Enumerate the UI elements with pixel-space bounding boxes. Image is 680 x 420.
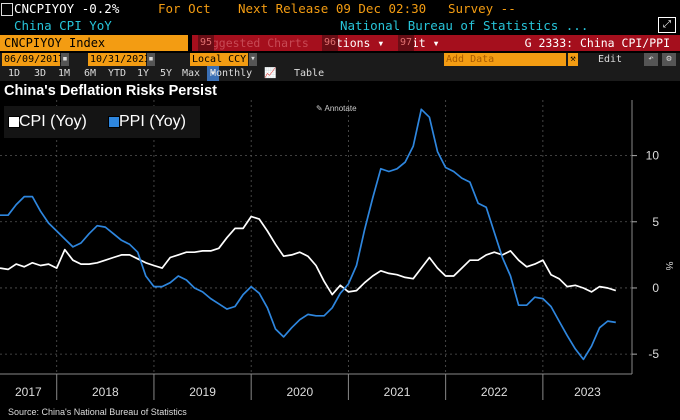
x-tick-label: 2023 [574, 385, 601, 399]
actions-button[interactable]: 96 Actions ▾ [322, 35, 384, 51]
suggested-label: Suggested Charts [198, 36, 309, 50]
annotate-button[interactable]: ✎ Annotate [316, 104, 357, 113]
header-row-1: CNCPIYOY -0.2% For Oct Next Release 09 D… [0, 0, 680, 18]
x-axis: 2017 2018 2019 2020 2021 2022 2023 [0, 373, 632, 400]
x-tick-label: 2019 [189, 385, 216, 399]
legend-swatch-ppi [108, 116, 120, 128]
ticker-index[interactable]: CNCPIYOY Index [0, 35, 188, 51]
add-data-input[interactable]: Add Data [444, 53, 566, 66]
chart-area: -5 0 5 10% 2017 2018 2019 2020 2021 2022 2023 [0, 100, 674, 400]
grid [0, 100, 632, 374]
dropdown-icon: ▾ [377, 36, 385, 50]
series-name: China CPI YoY [14, 18, 112, 33]
legend-label-ppi: PPI (Yoy) [119, 113, 186, 130]
chevron-down-icon[interactable]: ▾ [249, 53, 257, 66]
annotate-label: Annotate [324, 104, 357, 113]
period-1m[interactable]: 1M [58, 68, 71, 79]
range-bar: 06/09/2017 ▪ 10/31/2023 ▪ Local CCY ▾ Ad… [0, 53, 680, 78]
legend: CPI (Yoy) PPI (Yoy) [4, 106, 200, 138]
start-date-input[interactable]: 06/09/2017 [2, 53, 65, 66]
y-axis-label: % [663, 261, 674, 270]
chart-title: China's Deflation Risks Persist [4, 83, 217, 99]
calendar-icon[interactable]: ▪ [61, 53, 69, 66]
edit-button[interactable]: 97 Edit ▾ [398, 35, 440, 51]
period-max[interactable]: Max [182, 68, 201, 79]
undo-icon[interactable]: ↶ [644, 53, 658, 66]
period-6m[interactable]: 6M [84, 68, 97, 79]
x-tick-label: 2022 [481, 385, 508, 399]
ticker-change: CNCPIYOY -0.2% [14, 1, 120, 16]
period-5y[interactable]: 5Y [160, 68, 173, 79]
line-chart-icon[interactable]: 📈 [264, 68, 277, 79]
y-tick-label: -5 [648, 347, 659, 361]
source-name: National Bureau of Statistics ... [340, 18, 589, 33]
period-bar: 1D 3D 1M 6M YTD 1Y 5Y Max Monthly ▾ 📈 Ta… [0, 66, 680, 81]
legend-swatch-cpi [8, 116, 20, 128]
frequency-select[interactable]: Monthly ▾ [207, 66, 252, 81]
suggested-charts-button[interactable]: 95 Suggested Charts [198, 35, 309, 51]
ticker-checkbox[interactable] [1, 3, 13, 16]
period-1y[interactable]: 1Y [137, 68, 150, 79]
x-tick-label: 2020 [286, 385, 313, 399]
toolbar: CNCPIYOY Index 95 Suggested Charts 96 Ac… [0, 35, 680, 51]
period-1d[interactable]: 1D [8, 68, 21, 79]
action-bar: 95 Suggested Charts 96 Actions ▾ 97 Edit… [192, 35, 680, 51]
table-button[interactable]: Table [294, 68, 325, 79]
x-tick-label: 2017 [15, 385, 42, 399]
x-tick-label: 2018 [92, 385, 119, 399]
suggested-num: 95 [198, 35, 215, 51]
next-release: Next Release 09 Dec 02:30 [238, 1, 427, 16]
dropdown-icon: ▾ [432, 36, 440, 50]
wrench-icon[interactable]: ⚒ [568, 53, 578, 66]
annotate-icon: ✎ [316, 104, 323, 113]
header-row-2: China CPI YoY National Bureau of Statist… [0, 17, 680, 34]
chart-code: G 2333: China CPI/PPI [524, 36, 670, 50]
edit-chart-button[interactable]: Edit Chart ▾ [580, 53, 640, 78]
end-date-input[interactable]: 10/31/2023 [88, 53, 151, 66]
frequency-label: Monthly [210, 68, 253, 79]
actions-num: 96 [322, 35, 339, 51]
period-ytd[interactable]: YTD [108, 68, 127, 79]
y-tick-label: 5 [652, 215, 659, 229]
survey: Survey -- [448, 1, 516, 16]
release-period: For Oct [158, 1, 211, 16]
ppi-line [0, 108, 616, 361]
series-lines [0, 108, 617, 361]
edit-num: 97 [398, 35, 415, 51]
y-tick-label: 10 [646, 149, 660, 163]
cpi-line [0, 215, 617, 296]
calendar-icon[interactable]: ▪ [147, 53, 155, 66]
legend-label-cpi: CPI (Yoy) [19, 113, 87, 130]
x-tick-label: 2021 [384, 385, 411, 399]
expand-icon[interactable]: ⤢ [658, 17, 676, 33]
source-note: Source: China's National Bureau of Stati… [8, 407, 187, 417]
period-3d[interactable]: 3D [34, 68, 47, 79]
currency-select[interactable]: Local CCY [190, 53, 248, 66]
y-axis: -5 0 5 10% [631, 100, 674, 374]
y-tick-label: 0 [652, 281, 659, 295]
settings-icon[interactable]: ⚙ [662, 53, 676, 66]
